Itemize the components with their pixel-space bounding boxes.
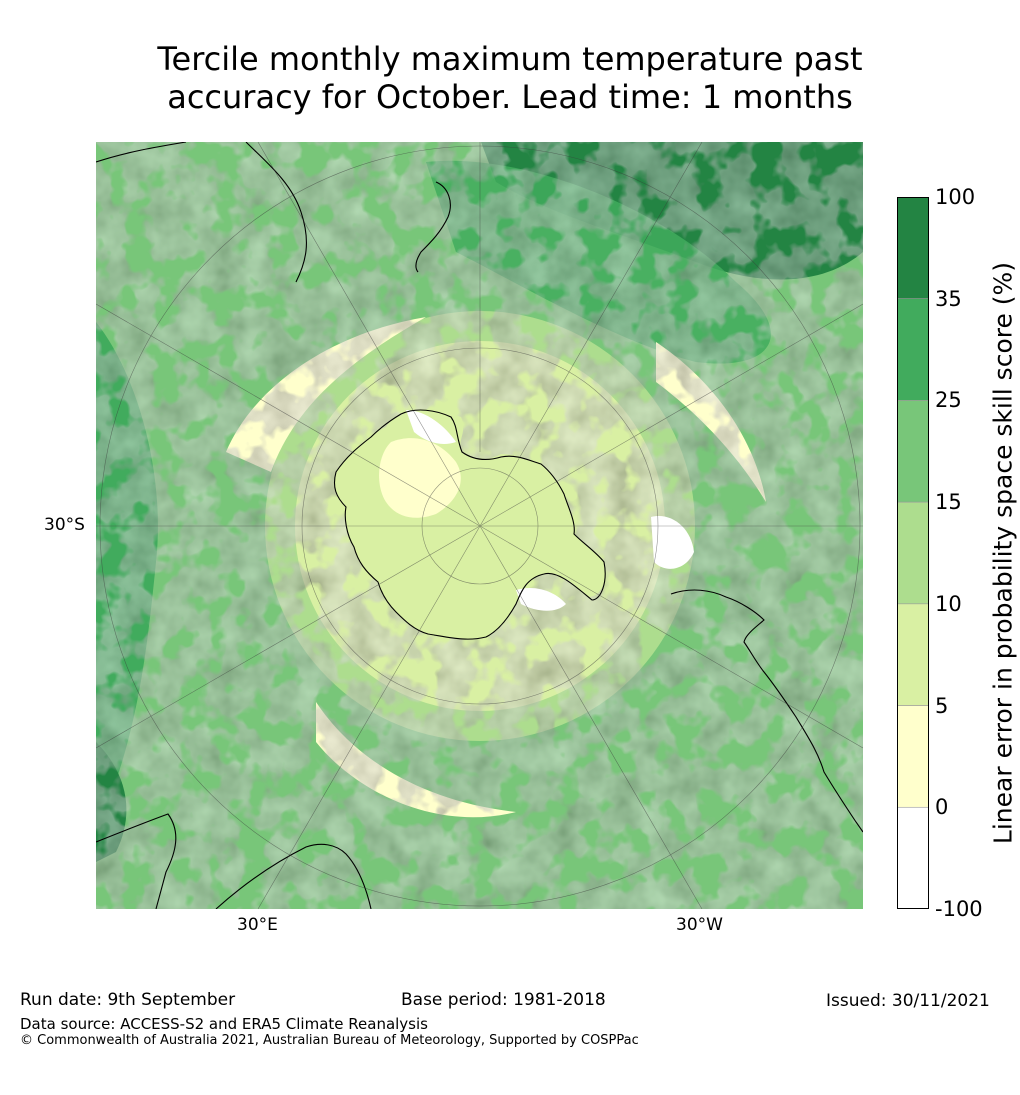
longitude-label-30w: 30°W xyxy=(676,915,723,935)
south-america-coastline xyxy=(670,589,863,833)
colorbar-tick-3: 15 xyxy=(935,490,962,515)
colorbar-bin-5 xyxy=(897,705,929,808)
run-date: Run date: 9th September xyxy=(20,990,236,1010)
meridian-30w xyxy=(479,525,703,909)
colorbar-title: Linear error in probability space skill … xyxy=(988,261,1018,845)
australia-coastline xyxy=(96,142,307,283)
title-line-2: accuracy for October. Lead time: 1 month… xyxy=(167,78,853,116)
colorbar xyxy=(897,197,929,909)
antarctica-coastline xyxy=(333,409,606,640)
ocean-white-patch-south xyxy=(516,587,566,611)
colorbar-tick-2: 25 xyxy=(935,388,962,413)
meridian-120w xyxy=(479,303,863,527)
meridian-30e xyxy=(257,525,481,909)
africa-coastline xyxy=(96,813,177,909)
ocean-white-patch-east xyxy=(651,516,694,569)
coastlines xyxy=(96,142,863,909)
meridian-60w xyxy=(479,525,863,749)
meridian-60e xyxy=(96,525,481,749)
colorbar-bin-0 xyxy=(897,197,929,300)
graticule xyxy=(96,142,863,909)
colorbar-bin-4 xyxy=(897,603,929,706)
colorbar-tick-0: 100 xyxy=(935,185,976,209)
colorbar-frame xyxy=(897,197,929,909)
southern-africa-coastline xyxy=(215,843,372,909)
base-period: Base period: 1981-2018 xyxy=(401,990,606,1010)
copyright: © Commonwealth of Australia 2021, Austra… xyxy=(20,1033,639,1048)
title-line-1: Tercile monthly maximum temperature past xyxy=(157,40,863,78)
colorbar-bin-6 xyxy=(897,806,929,909)
meridian-120e xyxy=(96,303,481,527)
chart-title: Tercile monthly maximum temperature past… xyxy=(0,40,1020,116)
data-source: Data source: ACCESS-S2 and ERA5 Climate … xyxy=(20,1015,428,1033)
colorbar-tick-5: 5 xyxy=(935,693,949,718)
colorbar-tick-7: -100 xyxy=(935,897,983,921)
polar-skill-map[interactable] xyxy=(96,142,863,909)
colorbar-tick-4: 10 xyxy=(935,591,962,616)
meridian-150w xyxy=(479,142,703,527)
colorbar-bin-1 xyxy=(897,298,929,401)
antarctica-white-patch xyxy=(406,410,456,444)
colorbar-tick-6: 0 xyxy=(935,795,949,820)
colorbar-tick-1: 35 xyxy=(935,286,962,311)
meridian-150e xyxy=(257,142,481,527)
colorbar-bin-2 xyxy=(897,400,929,503)
colorbar-bin-3 xyxy=(897,501,929,605)
issued-date: Issued: 30/11/2021 xyxy=(826,991,990,1011)
new-zealand-coastline xyxy=(415,181,451,273)
latitude-label-30s: 30°S xyxy=(44,515,85,535)
longitude-label-30e: 30°E xyxy=(237,915,278,935)
